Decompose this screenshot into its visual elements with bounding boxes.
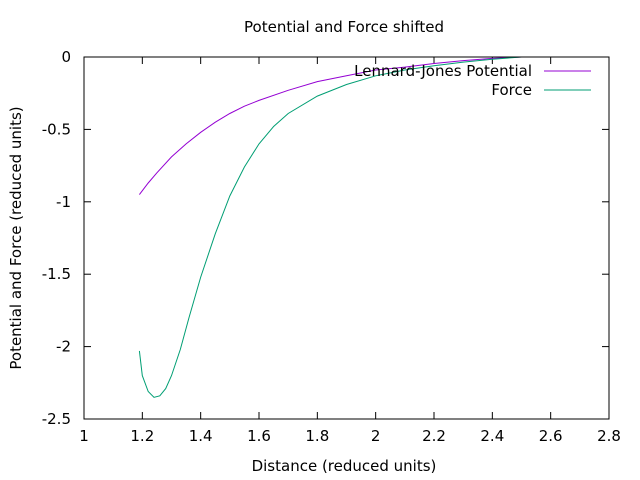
x-tick-label: 1.2 <box>130 427 154 445</box>
x-tick-label: 2.8 <box>597 427 621 445</box>
x-tick-label: 2.6 <box>539 427 563 445</box>
x-axis-label: Distance (reduced units) <box>252 457 437 475</box>
y-tick-label: 0 <box>61 48 71 66</box>
y-tick-label: -0.5 <box>42 120 71 138</box>
series-layer <box>138 56 522 398</box>
x-tick-label: 2.4 <box>480 427 504 445</box>
y-tick-label: -1 <box>56 193 71 211</box>
plot-frame <box>83 56 610 420</box>
axis-ticks: 1 1.2 1.4 1.6 1.8 2 2.2 2.4 2.6 2.8 0 -0.5 -1 -1.5 -2 -… <box>42 48 621 445</box>
x-tick-label: 1 <box>79 427 89 445</box>
x-tick-label: 1.6 <box>247 427 271 445</box>
y-tick-label: -2 <box>56 338 71 356</box>
y-tick-label: -1.5 <box>42 265 71 283</box>
y-tick-label: -2.5 <box>42 410 71 428</box>
x-tick-label: 1.8 <box>305 427 329 445</box>
series-line-1 <box>139 56 522 195</box>
y-axis-label: Potential and Force (reduced units) <box>7 106 25 369</box>
x-tick-label: 2.2 <box>422 427 446 445</box>
chart-title: Potential and Force shifted <box>244 18 444 36</box>
legend-label-2: Force <box>491 81 532 99</box>
x-tick-label: 1.4 <box>189 427 213 445</box>
series-line-2 <box>138 56 522 398</box>
legend-label-1: Lennard-Jones Potential <box>354 62 532 80</box>
x-tick-label: 2 <box>371 427 381 445</box>
